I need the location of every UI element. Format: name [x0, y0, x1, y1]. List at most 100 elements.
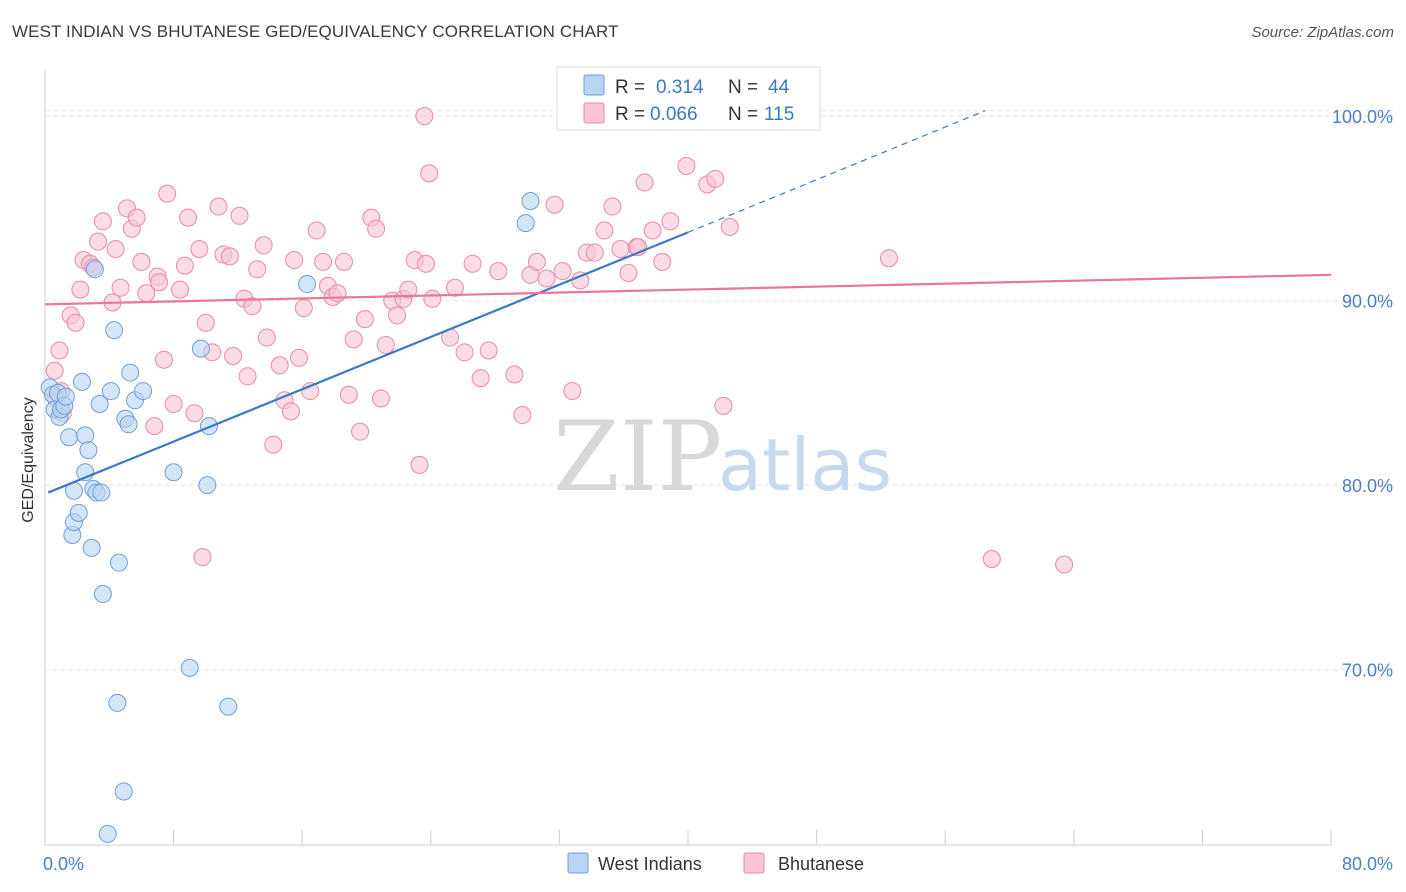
bhutanese-point	[367, 219, 386, 238]
bhutanese-point	[196, 313, 215, 332]
west-indian-point	[105, 321, 124, 340]
bhutanese-point	[281, 402, 300, 421]
west-indian-point	[164, 463, 183, 482]
west-indian-point	[82, 538, 101, 557]
west-indian-point	[101, 382, 120, 401]
bhutanese-point	[643, 221, 662, 240]
bhutanese-point	[132, 252, 151, 271]
bhutanese-point	[661, 212, 680, 231]
bottom-legend: West Indians Bhutanese	[567, 852, 864, 874]
legend-n-value-2: 115	[764, 104, 794, 125]
source-text: Source: ZipAtlas.com	[1251, 24, 1394, 41]
bhutanese-point	[720, 217, 739, 236]
bhutanese-point	[230, 206, 249, 225]
bhutanese-point	[416, 254, 435, 273]
bhutanese-point	[257, 328, 276, 347]
west-indian-point	[180, 658, 199, 677]
west-indian-trendline-extension	[687, 110, 986, 233]
bhutanese-point	[71, 280, 90, 299]
bhutanese-point	[415, 107, 434, 126]
x-tick-labels: 0.0% 80.0%	[43, 854, 1393, 874]
west-indian-point	[134, 382, 153, 401]
bhutanese-point	[185, 404, 204, 423]
x-tick-label: 80.0%	[1342, 854, 1393, 874]
bhutanese-point	[339, 385, 358, 404]
bhutanese-point	[471, 369, 490, 388]
bhutanese-point	[179, 208, 198, 227]
bhutanese-point	[371, 389, 390, 408]
west-indian-point	[60, 428, 79, 447]
bhutanese-point	[93, 212, 112, 231]
legend-n-value-1: 44	[768, 77, 790, 98]
bhutanese-point	[420, 164, 439, 183]
west-indian-point	[56, 387, 75, 406]
west-indian-point	[219, 697, 238, 716]
west-indian-point	[92, 483, 111, 502]
bhutanese-point	[603, 197, 622, 216]
legend-r-label-2: R =	[615, 104, 645, 125]
west-indian-point	[76, 426, 95, 445]
bhutanese-point	[209, 197, 228, 216]
west-indian-point	[85, 260, 104, 279]
bhutanese-point	[50, 341, 69, 360]
bhutanese-point	[619, 263, 638, 282]
bhutanese-point	[106, 239, 125, 258]
legend-swatch-west-indians	[583, 74, 605, 96]
bhutanese-point	[264, 435, 283, 454]
bhutanese-point	[175, 256, 194, 275]
bhutanese-point	[545, 195, 564, 214]
bhutanese-point	[307, 221, 326, 240]
watermark-atlas: atlas	[718, 423, 892, 507]
west-indian-point	[521, 192, 540, 211]
bhutanese-point	[127, 208, 146, 227]
west-indian-point	[72, 372, 91, 391]
legend-n-label-2: N =	[728, 104, 758, 125]
bhutanese-point	[328, 284, 347, 303]
bhutanese-point	[66, 313, 85, 332]
bhutanese-point	[190, 239, 209, 258]
legend-r-label-1: R =	[615, 77, 645, 98]
bhutanese-point	[164, 394, 183, 413]
bhutanese-point	[334, 252, 353, 271]
bhutanese-point	[585, 243, 604, 262]
bhutanese-point	[463, 254, 482, 273]
x-ticks	[44, 830, 1332, 845]
bhutanese-point	[611, 239, 630, 258]
bhutanese-trendline	[44, 273, 1332, 306]
bhutanese-point	[89, 232, 108, 251]
bhutanese-point	[171, 280, 190, 299]
bhutanese-point	[513, 406, 532, 425]
legend-swatch-bhutanese	[583, 102, 605, 124]
y-tick-label: 80.0%	[1342, 476, 1393, 496]
bhutanese-point	[399, 280, 418, 299]
bottom-legend-swatch-bhutanese	[743, 852, 765, 874]
bhutanese-point	[879, 249, 898, 268]
west-indian-point	[98, 824, 117, 843]
bottom-legend-swatch-west-indians	[567, 852, 589, 874]
bhutanese-point	[344, 330, 363, 349]
bhutanese-point	[595, 221, 614, 240]
bhutanese-point	[505, 365, 524, 384]
west-indian-point	[109, 553, 128, 572]
y-axis-label: GED/Equivalency	[20, 397, 37, 522]
chart-title: WEST INDIAN VS BHUTANESE GED/EQUIVALENCY…	[12, 22, 619, 41]
bhutanese-point	[158, 184, 177, 203]
bhutanese-point	[479, 341, 498, 360]
bhutanese-point	[677, 156, 696, 175]
y-tick-label: 90.0%	[1342, 292, 1393, 312]
bhutanese-point	[289, 348, 308, 367]
scatter-points	[40, 107, 1074, 843]
bhutanese-point	[355, 310, 374, 329]
y-tick-labels: 100.0% 90.0% 80.0% 70.0%	[1332, 107, 1393, 681]
y-tick-label: 100.0%	[1332, 107, 1393, 127]
legend-n-label-1: N =	[728, 77, 758, 98]
bhutanese-point	[220, 247, 239, 266]
bottom-legend-label-bhutanese: Bhutanese	[778, 854, 864, 874]
west-indian-point	[114, 782, 133, 801]
bottom-legend-label-west-indians: West Indians	[598, 854, 702, 874]
bhutanese-point	[314, 252, 333, 271]
bhutanese-point	[635, 173, 654, 192]
bhutanese-point	[193, 548, 212, 567]
bhutanese-point	[423, 289, 442, 308]
